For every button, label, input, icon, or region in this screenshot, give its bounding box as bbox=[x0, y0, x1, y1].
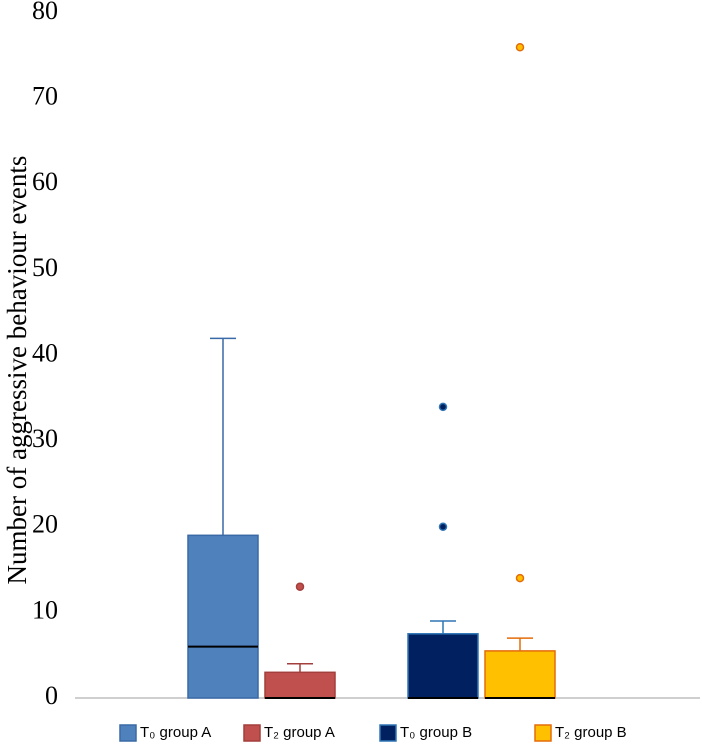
outlier bbox=[438, 402, 448, 412]
outlier bbox=[515, 573, 525, 583]
box bbox=[484, 650, 556, 699]
box bbox=[264, 671, 336, 699]
box bbox=[187, 534, 259, 699]
y-axis-label: Number of aggressive behaviour events bbox=[2, 156, 32, 585]
y-tick-label: 20 bbox=[32, 510, 58, 539]
y-tick-label: 80 bbox=[32, 0, 58, 25]
outlier bbox=[438, 522, 448, 531]
outlier bbox=[515, 43, 525, 52]
y-tick-label: 0 bbox=[45, 681, 58, 710]
y-tick-label: 10 bbox=[32, 595, 58, 624]
legend-swatch bbox=[534, 724, 552, 742]
y-tick-label: 70 bbox=[32, 82, 58, 111]
y-tick-label: 60 bbox=[32, 167, 58, 196]
legend-label: T₂ group A bbox=[264, 724, 335, 741]
legend-swatch bbox=[243, 724, 261, 742]
legend-label: T₂ group B bbox=[555, 724, 627, 741]
y-tick-label: 30 bbox=[32, 424, 58, 453]
box bbox=[407, 633, 479, 699]
legend-swatch bbox=[119, 724, 137, 742]
y-tick-label: 40 bbox=[32, 338, 58, 367]
legend-label: T₀ group B bbox=[400, 724, 472, 741]
legend-label: T₀ group A bbox=[140, 724, 211, 741]
y-tick-label: 50 bbox=[32, 253, 58, 282]
outlier bbox=[295, 582, 305, 591]
legend-swatch bbox=[379, 724, 397, 742]
